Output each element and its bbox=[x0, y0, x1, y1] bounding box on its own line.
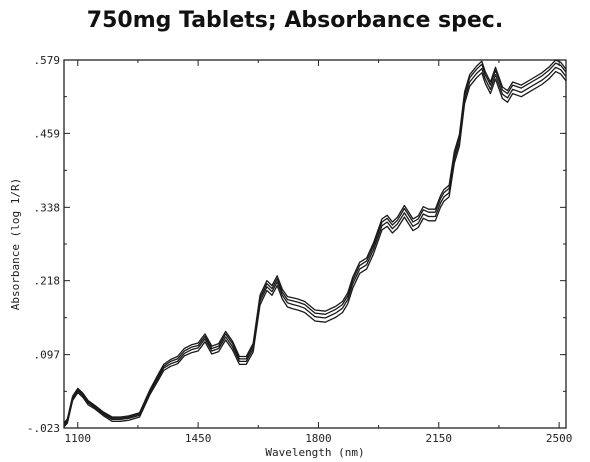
spectrum-line-4 bbox=[63, 59, 567, 424]
x-tick-label: 1100 bbox=[65, 432, 92, 445]
spectrum-line-2 bbox=[63, 66, 567, 427]
y-tick-label: -.023 bbox=[27, 422, 60, 435]
y-tick-label: .097 bbox=[34, 349, 61, 362]
y-tick-label: .338 bbox=[34, 201, 61, 214]
y-tick-label: .218 bbox=[34, 275, 61, 288]
chart-title: 750mg Tablets; Absorbance spec. bbox=[86, 8, 504, 33]
spectrum-line-1 bbox=[63, 70, 567, 428]
spectrum-line-3 bbox=[63, 62, 567, 425]
x-tick-label: 2500 bbox=[546, 432, 573, 445]
y-axis-label: Absorbance (log 1/R) bbox=[9, 178, 22, 310]
x-tick-label: 1800 bbox=[305, 432, 332, 445]
y-tick-label: .579 bbox=[34, 54, 61, 67]
x-tick-label: 2150 bbox=[426, 432, 453, 445]
y-tick-label: .459 bbox=[34, 127, 61, 140]
x-tick-label: 1450 bbox=[185, 432, 212, 445]
plot-frame bbox=[63, 59, 567, 429]
x-axis-label: Wavelength (nm) bbox=[265, 446, 364, 459]
